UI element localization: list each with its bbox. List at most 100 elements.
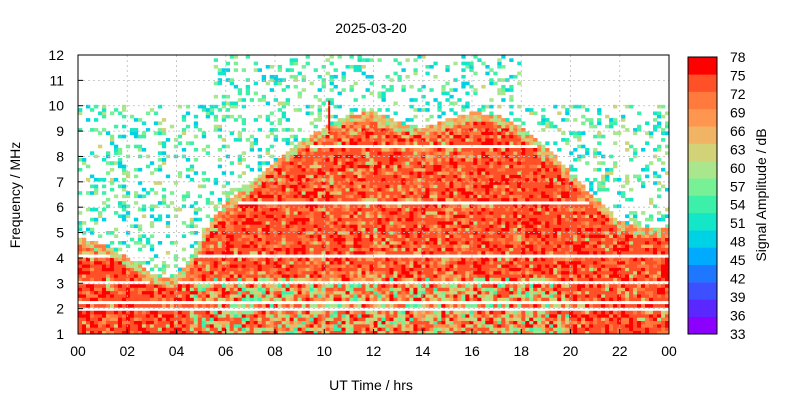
heatmap-cell — [329, 221, 334, 225]
heatmap-cell — [409, 171, 414, 175]
heatmap-cell — [369, 264, 374, 268]
heatmap-cell — [229, 231, 235, 235]
heatmap-cell — [193, 274, 199, 278]
heatmap-cell — [241, 104, 247, 109]
heatmap-cell — [373, 277, 378, 282]
heatmap-cell — [461, 241, 466, 245]
heatmap-cell — [437, 101, 442, 106]
heatmap-cell — [409, 277, 414, 282]
heatmap-cell — [453, 257, 458, 262]
heatmap-cell — [265, 327, 270, 331]
heatmap-cell — [353, 98, 358, 102]
heatmap-cell — [253, 237, 258, 242]
heatmap-cell — [285, 84, 290, 89]
heatmap-cell — [389, 128, 394, 132]
heatmap-cell — [133, 277, 139, 282]
heatmap-cell — [453, 241, 458, 245]
heatmap-cell — [433, 314, 438, 318]
heatmap-cell — [361, 128, 366, 132]
heatmap-cell — [237, 314, 243, 318]
heatmap-cell — [265, 270, 270, 275]
heatmap-cell — [413, 194, 418, 199]
heatmap-cell — [289, 167, 294, 172]
heatmap-cell — [473, 217, 478, 222]
heatmap-cell — [469, 167, 474, 172]
heatmap-cell — [205, 294, 211, 298]
heatmap-cell — [381, 138, 386, 142]
heatmap-cell — [205, 214, 211, 219]
heatmap-cell — [393, 191, 398, 195]
heatmap-cell — [393, 101, 398, 106]
heatmap-cell — [461, 214, 466, 219]
heatmap-cell — [457, 260, 462, 265]
heatmap-cell — [321, 148, 326, 152]
heatmap-cell — [109, 297, 115, 302]
heatmap-cell — [269, 184, 274, 189]
heatmap-cell — [257, 314, 262, 318]
heatmap-cell — [473, 134, 478, 139]
heatmap-cell — [385, 287, 390, 292]
heatmap-cell — [245, 304, 251, 308]
heatmap-cell — [253, 138, 258, 142]
heatmap-cell — [449, 148, 454, 152]
heatmap-cell — [281, 181, 286, 185]
heatmap-cell — [301, 237, 306, 242]
heatmap-cell — [381, 171, 386, 175]
heatmap-cell — [385, 114, 390, 119]
heatmap-cell — [97, 144, 103, 149]
heatmap-cell — [221, 144, 227, 149]
heatmap-cell — [429, 211, 434, 215]
heatmap-cell — [373, 241, 378, 245]
heatmap-cell — [237, 207, 243, 212]
heatmap-cell — [325, 234, 330, 238]
heatmap-cell — [393, 161, 398, 165]
heatmap-cell — [145, 128, 151, 132]
heatmap-cell — [461, 174, 466, 179]
heatmap-cell — [277, 191, 282, 195]
heatmap-cell — [305, 177, 310, 182]
heatmap-cell — [369, 290, 374, 295]
heatmap-cell — [413, 284, 418, 288]
heatmap-cell — [233, 234, 239, 238]
heatmap-cell — [441, 214, 446, 219]
heatmap-cell — [357, 157, 362, 162]
heatmap-cell — [397, 257, 402, 262]
heatmap-cell — [289, 141, 294, 145]
heatmap-cell — [193, 224, 199, 229]
heatmap-cell — [445, 244, 450, 248]
heatmap-cell — [345, 297, 350, 302]
heatmap-cell — [281, 304, 286, 308]
heatmap-cell — [229, 197, 235, 202]
heatmap-cell — [185, 124, 191, 129]
heatmap-cell — [469, 204, 474, 209]
heatmap-cell — [393, 71, 398, 76]
heatmap-cell — [441, 84, 446, 89]
heatmap-cell — [421, 151, 426, 155]
heatmap-cell — [429, 64, 434, 69]
heatmap-cell — [457, 241, 462, 245]
heatmap-cell — [453, 131, 458, 136]
heatmap-cell — [413, 207, 418, 212]
heatmap-cell — [93, 317, 99, 322]
heatmap-cell — [397, 181, 402, 185]
heatmap-cell — [321, 317, 326, 322]
heatmap-cell — [473, 55, 478, 59]
heatmap-cell — [465, 124, 470, 129]
heatmap-cell — [437, 211, 442, 215]
heatmap-cell — [397, 74, 402, 79]
heatmap-cell — [117, 330, 123, 335]
heatmap-cell — [357, 217, 362, 222]
heatmap-cell — [377, 314, 382, 318]
heatmap-cell — [289, 191, 294, 195]
heatmap-cell — [129, 284, 135, 288]
heatmap-cell — [78, 191, 83, 195]
heatmap-cell — [253, 320, 258, 325]
heatmap-cell — [301, 141, 306, 145]
heatmap-cell — [421, 260, 426, 265]
heatmap-cell — [333, 260, 338, 265]
heatmap-cell — [369, 237, 374, 242]
heatmap-cell — [329, 181, 334, 185]
heatmap-cell — [301, 191, 306, 195]
heatmap-cell — [141, 284, 147, 288]
heatmap-cell — [445, 184, 450, 189]
